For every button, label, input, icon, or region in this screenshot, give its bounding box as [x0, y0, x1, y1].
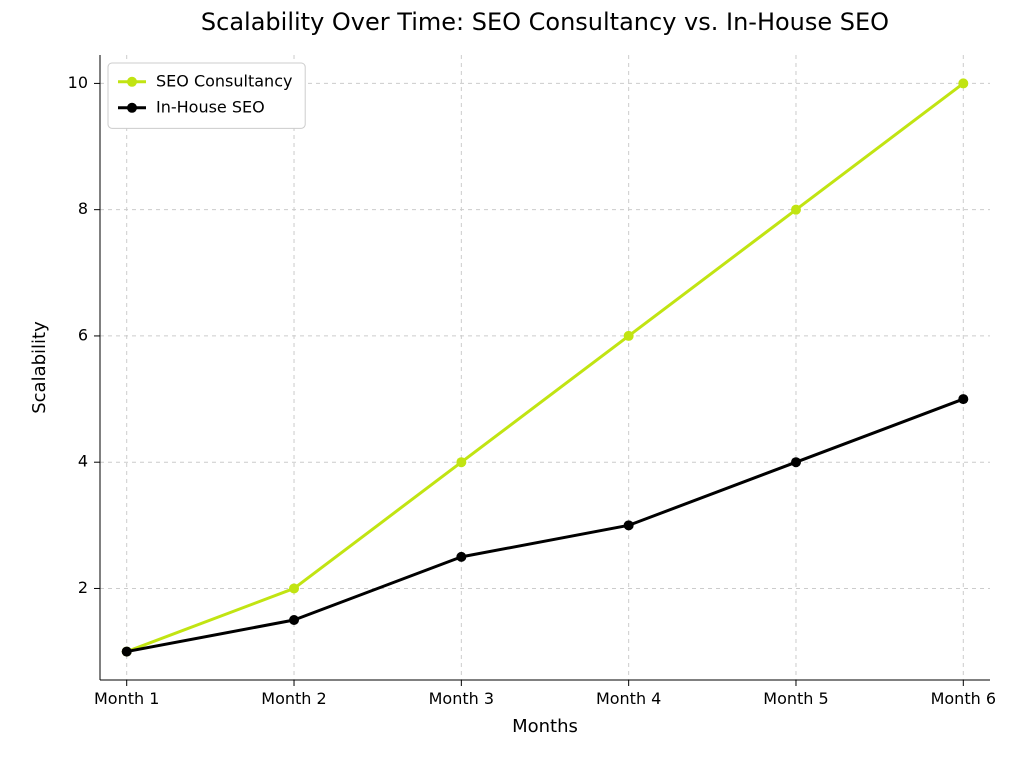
legend-item-label: In-House SEO [156, 97, 265, 116]
series-marker [624, 520, 634, 530]
y-tick-label: 10 [68, 73, 88, 92]
y-axis-label: Scalability [29, 321, 50, 414]
x-tick-label: Month 5 [763, 689, 828, 708]
series-marker [289, 583, 299, 593]
legend-swatch-marker [127, 103, 137, 113]
series-marker [958, 394, 968, 404]
y-tick-label: 8 [78, 199, 88, 218]
chart-container: 2 4 6 8 10 Month 1 Month 2 Month 3 Month 4 Month … [0, 0, 1024, 769]
series-marker [289, 615, 299, 625]
x-tick-label: Month 6 [931, 689, 996, 708]
y-tick-label: 2 [78, 578, 88, 597]
y-tick-label: 6 [78, 325, 88, 344]
x-tick-label: Month 2 [261, 689, 326, 708]
series-marker [456, 457, 466, 467]
line-chart: 2 4 6 8 10 Month 1 Month 2 Month 3 Month 4 Month … [0, 0, 1024, 769]
chart-title: Scalability Over Time: SEO Consultancy v… [201, 8, 889, 36]
series-marker [624, 331, 634, 341]
series-marker [791, 205, 801, 215]
series-marker [122, 647, 132, 657]
legend-item-label: SEO Consultancy [156, 71, 292, 90]
series-marker [791, 457, 801, 467]
y-tick-label: 4 [78, 452, 88, 471]
series-marker [456, 552, 466, 562]
x-tick-label: Month 1 [94, 689, 159, 708]
series-marker [958, 78, 968, 88]
x-tick-label: Month 4 [596, 689, 661, 708]
x-tick-label: Month 3 [429, 689, 494, 708]
x-axis-label: Months [512, 716, 578, 737]
legend-swatch-marker [127, 77, 137, 87]
legend: SEO Consultancy In-House SEO [108, 63, 305, 128]
